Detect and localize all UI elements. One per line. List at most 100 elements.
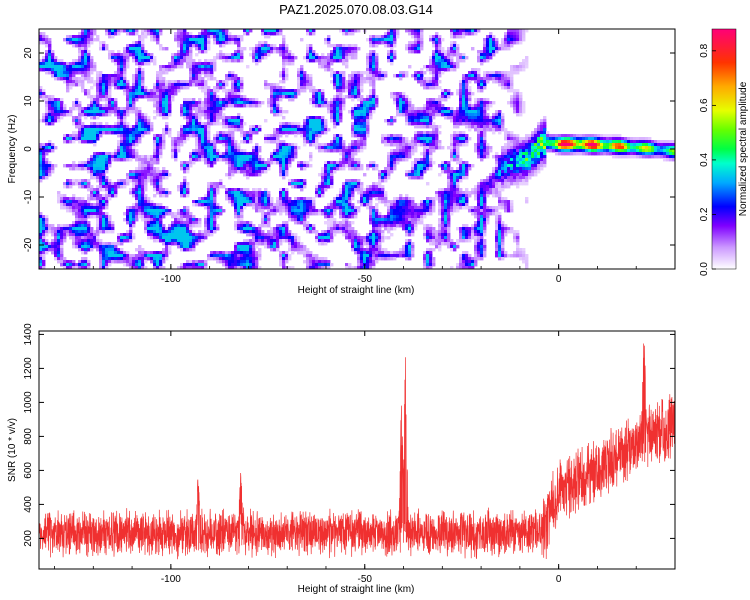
spectrogram-cell — [300, 179, 304, 183]
spectrogram-cell — [225, 263, 229, 267]
spectrogram-cell — [159, 182, 163, 186]
spectrogram-cell — [87, 104, 91, 108]
spectrogram-cell — [177, 86, 181, 90]
spectrogram-cell — [72, 194, 76, 198]
spectrogram-cell — [129, 215, 133, 219]
spectrogram-cell — [177, 38, 181, 42]
spectrogram-cell — [216, 251, 220, 255]
spectrogram-cell — [69, 236, 73, 240]
spectrogram-cell — [228, 128, 232, 132]
spectrogram-cell — [285, 62, 289, 66]
spectrogram-cell — [150, 128, 154, 132]
spectrogram-cell — [267, 164, 271, 168]
spectrogram-cell — [210, 95, 214, 99]
spectrogram-cell — [198, 233, 202, 237]
spectrogram-cell — [222, 254, 226, 258]
spectrogram-cell — [102, 182, 106, 186]
spectrogram-cell — [180, 224, 184, 228]
spectrogram-cell — [249, 191, 253, 195]
spectrogram-cell — [294, 248, 298, 252]
spectrogram-cell — [321, 230, 325, 234]
spectrogram-cell — [84, 233, 88, 237]
spectrogram-cell — [210, 104, 214, 108]
spectrogram-cell — [69, 182, 73, 186]
spectrogram-cell — [324, 41, 328, 45]
spectrogram-cell — [237, 188, 241, 192]
spectrogram-cell — [204, 230, 208, 234]
spectrogram-cell — [99, 248, 103, 252]
spectrogram-cell — [135, 107, 139, 111]
spectrogram-cell — [228, 122, 232, 126]
spectrogram-cell — [213, 209, 217, 213]
spectrogram-cell — [333, 146, 337, 150]
spectrogram-cell — [162, 212, 166, 216]
spectrogram-cell — [258, 101, 262, 105]
spectrogram-cell — [348, 197, 352, 201]
spectrogram-cell — [309, 164, 313, 168]
spectrogram-cell — [132, 224, 136, 228]
spectrogram-cell — [324, 125, 328, 129]
spectrogram-cell — [159, 32, 163, 36]
spectrogram-cell — [135, 77, 139, 81]
spectrogram-cell — [210, 71, 214, 75]
spectrogram-cell — [276, 83, 280, 87]
spectrogram-cell — [246, 167, 250, 171]
spectrogram-cell — [69, 83, 73, 87]
spectrogram-cell — [159, 257, 163, 261]
spectrogram-cell — [156, 140, 160, 144]
spectrogram-cell — [150, 95, 154, 99]
spectrogram-cell — [282, 152, 286, 156]
spectrogram-cell — [165, 173, 169, 177]
spectrogram-cell — [327, 143, 331, 147]
spectrogram-cell — [348, 158, 352, 162]
spectrogram-cell — [72, 182, 76, 186]
spectrogram-cell — [282, 221, 286, 225]
spectrogram-cell — [231, 254, 235, 258]
spectrogram-cell — [159, 68, 163, 72]
spectrogram-cell — [207, 29, 211, 33]
spectrogram-cell — [174, 218, 178, 222]
spectrogram-cell — [228, 35, 232, 39]
spectrogram-cell — [333, 161, 337, 165]
spectrogram-cell — [66, 182, 70, 186]
spectrogram-cell — [255, 152, 259, 156]
spectrogram-cell — [360, 260, 364, 264]
spectrogram-cell — [207, 161, 211, 165]
spectrogram-cell — [162, 260, 166, 264]
spectrogram-cell — [297, 86, 301, 90]
spectrogram-cell — [255, 173, 259, 177]
spectrogram-cell — [198, 98, 202, 102]
spectrogram-cell — [243, 263, 247, 267]
spectrogram-cell — [249, 137, 253, 141]
spectrogram-cell — [366, 56, 370, 60]
spectrogram-cell — [135, 44, 139, 48]
spectrogram-cell — [171, 80, 175, 84]
spectrogram-cell — [270, 239, 274, 243]
spectrogram-cell — [357, 167, 361, 171]
spectrogram-cell — [228, 98, 232, 102]
spectrogram-cell — [153, 140, 157, 144]
spectrogram-cell — [237, 230, 241, 234]
spectrogram-cell — [141, 32, 145, 36]
spectrogram-cell — [222, 257, 226, 261]
spectrogram-cell — [180, 248, 184, 252]
spectrogram-cell — [72, 38, 76, 42]
spectrogram-cell — [117, 146, 121, 150]
spectrogram-cell — [96, 107, 100, 111]
spectrogram-cell — [126, 233, 130, 237]
spectrogram-cell — [138, 77, 142, 81]
spectrogram-cell — [312, 137, 316, 141]
spectrogram-cell — [234, 242, 238, 246]
spectrogram-cell — [177, 50, 181, 54]
spectrogram-cell — [261, 32, 265, 36]
spectrogram-cell — [228, 149, 232, 153]
spectrogram-cell — [324, 56, 328, 60]
spectrogram-cell — [186, 65, 190, 69]
spectrogram-cell — [273, 95, 277, 99]
spectrogram-cell — [177, 140, 181, 144]
spectrogram-cell — [189, 242, 193, 246]
spectrogram-cell — [84, 77, 88, 81]
spectrogram-cell — [84, 161, 88, 165]
spectrogram-cell — [303, 197, 307, 201]
spectrogram-cell — [180, 29, 184, 33]
